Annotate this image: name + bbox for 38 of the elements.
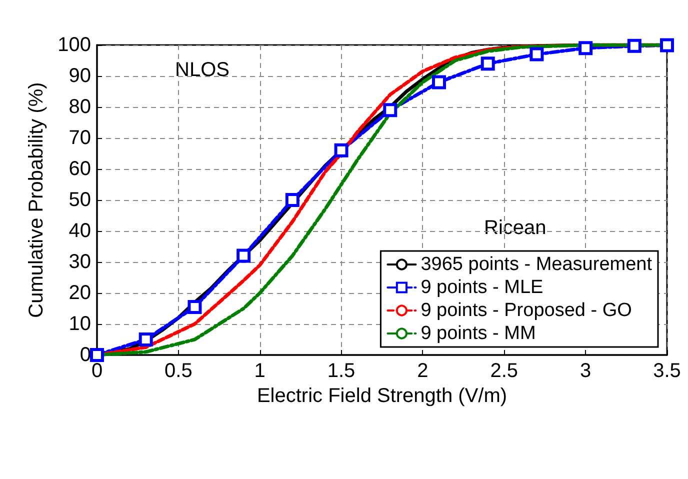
y-tick-label: 30 <box>68 251 91 273</box>
y-tick-label: 40 <box>68 220 91 242</box>
point <box>480 56 495 71</box>
y-tick-label: 0 <box>80 344 91 366</box>
point <box>138 332 153 346</box>
point <box>660 38 674 52</box>
legend-label: 9 points - Proposed - GO <box>420 300 632 321</box>
y-tick-label: 80 <box>68 96 91 118</box>
point <box>334 143 348 158</box>
point <box>90 348 104 362</box>
point <box>383 103 398 118</box>
y-tick-label: 100 <box>58 34 91 56</box>
legend-label: 9 points - MM <box>420 323 536 344</box>
annotation: NLOS <box>175 59 230 81</box>
point <box>627 38 642 53</box>
y-axis-title: Cumulative Probability (%) <box>26 82 48 318</box>
y-tick-label: 70 <box>68 127 91 149</box>
y-tick-label: 10 <box>68 313 91 335</box>
x-tick-label: 1 <box>254 360 266 382</box>
x-tick-label: 3.5 <box>653 360 681 382</box>
x-axis-title: Electric Field Strength (V/m) <box>256 384 508 407</box>
y-tick-label: 60 <box>68 158 91 180</box>
legend-label: 9 points - MLE <box>420 277 544 298</box>
point <box>530 47 544 62</box>
x-tick-label: 3 <box>580 360 592 382</box>
point <box>578 41 593 56</box>
y-tick-label: 90 <box>68 65 91 87</box>
point <box>432 75 446 90</box>
legend-label: 3965 points - Measurement <box>420 254 653 275</box>
y-tick-label: 20 <box>68 282 91 304</box>
y-tick-label: 50 <box>68 189 91 211</box>
point <box>285 193 300 207</box>
x-tick-label: 1.5 <box>327 360 356 382</box>
x-tick-label: 2 <box>417 360 428 382</box>
x-tick-label: 0.5 <box>164 360 192 382</box>
point <box>236 248 251 263</box>
x-tick-label: 2.5 <box>490 360 518 382</box>
point <box>188 300 202 314</box>
